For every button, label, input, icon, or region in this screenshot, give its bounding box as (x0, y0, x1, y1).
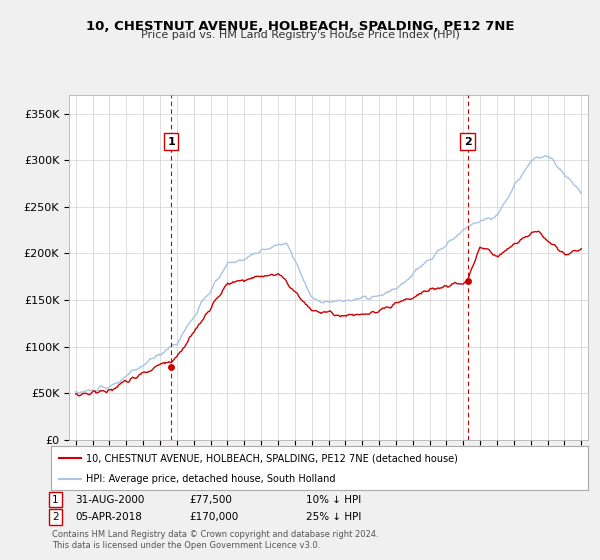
Text: £170,000: £170,000 (189, 512, 238, 522)
Text: This data is licensed under the Open Government Licence v3.0.: This data is licensed under the Open Gov… (52, 542, 320, 550)
Text: Contains HM Land Registry data © Crown copyright and database right 2024.: Contains HM Land Registry data © Crown c… (52, 530, 379, 539)
Text: 1: 1 (167, 137, 175, 147)
Text: 25% ↓ HPI: 25% ↓ HPI (306, 512, 361, 522)
Text: 31-AUG-2000: 31-AUG-2000 (75, 494, 145, 505)
Text: 2: 2 (464, 137, 472, 147)
Text: 1: 1 (52, 494, 59, 505)
Text: 05-APR-2018: 05-APR-2018 (75, 512, 142, 522)
Text: Price paid vs. HM Land Registry's House Price Index (HPI): Price paid vs. HM Land Registry's House … (140, 30, 460, 40)
Text: 10, CHESTNUT AVENUE, HOLBEACH, SPALDING, PE12 7NE (detached house): 10, CHESTNUT AVENUE, HOLBEACH, SPALDING,… (86, 453, 458, 463)
Text: 2: 2 (52, 512, 59, 522)
Text: 10, CHESTNUT AVENUE, HOLBEACH, SPALDING, PE12 7NE: 10, CHESTNUT AVENUE, HOLBEACH, SPALDING,… (86, 20, 514, 32)
Text: HPI: Average price, detached house, South Holland: HPI: Average price, detached house, Sout… (86, 474, 335, 484)
Text: £77,500: £77,500 (189, 494, 232, 505)
Text: 10% ↓ HPI: 10% ↓ HPI (306, 494, 361, 505)
